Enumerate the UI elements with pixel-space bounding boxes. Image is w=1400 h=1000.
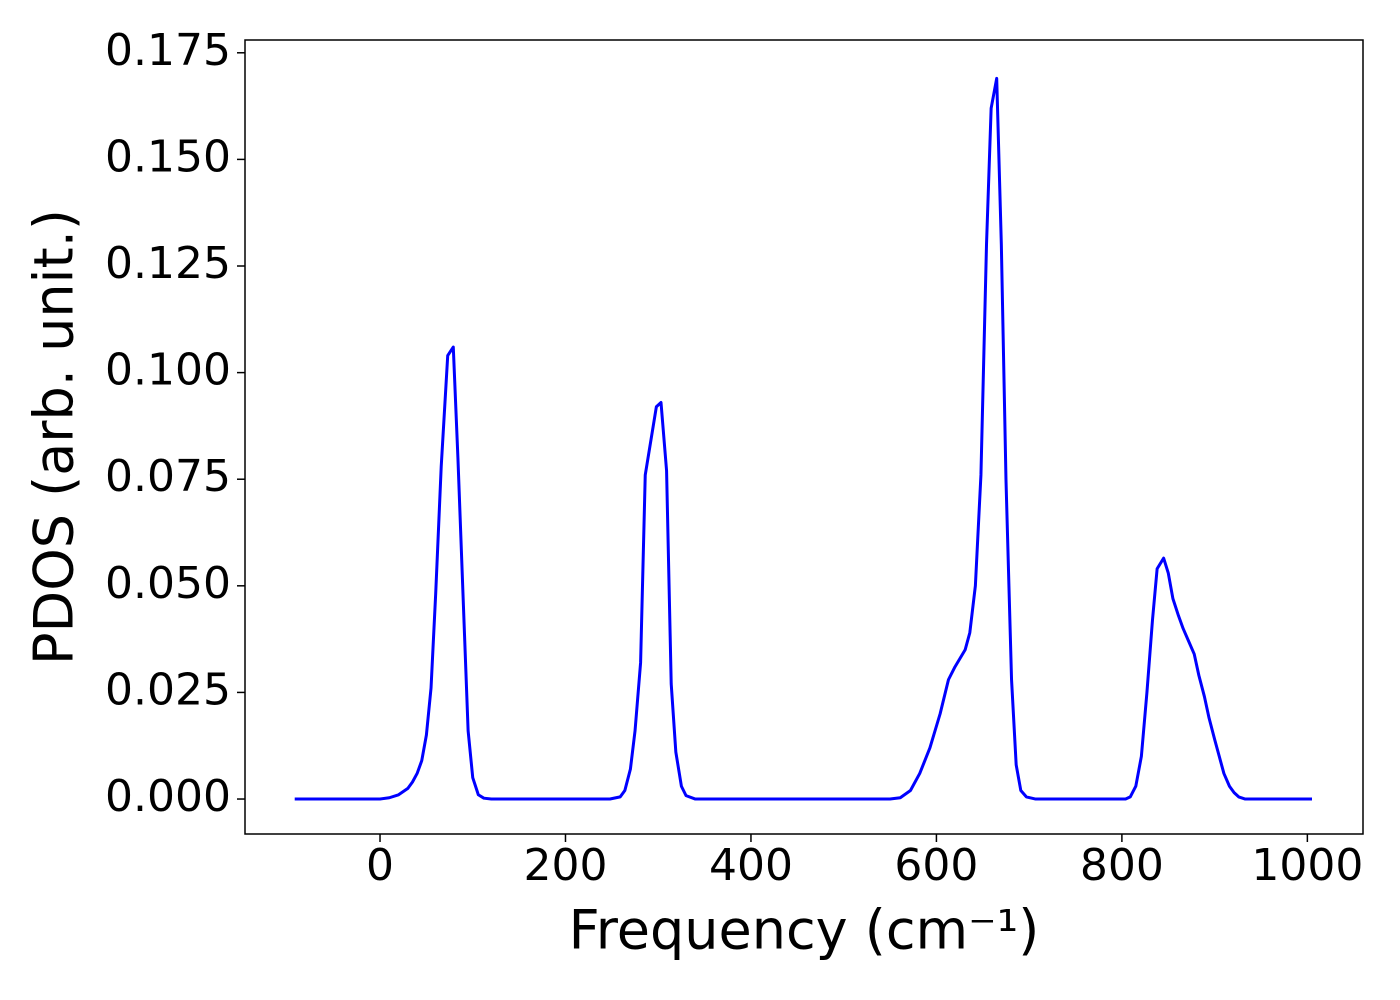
x-tick-label: 800 xyxy=(1080,840,1164,891)
y-tick-label: 0.050 xyxy=(105,558,231,609)
data-line xyxy=(294,76,1312,801)
x-axis-label: Frequency (cm⁻¹) xyxy=(569,899,1040,962)
y-tick-label: 0.175 xyxy=(105,25,231,76)
y-tick-label: 0.100 xyxy=(105,345,231,396)
plot-frame xyxy=(244,39,1364,835)
x-tick-label: 0 xyxy=(366,840,394,891)
y-tick-label: 0.000 xyxy=(105,771,231,822)
y-tick-label: 0.025 xyxy=(105,664,231,715)
y-tick-label: 0.125 xyxy=(105,238,231,289)
y-tick-label: 0.150 xyxy=(105,131,231,182)
y-tick-label: 0.075 xyxy=(105,451,231,502)
x-tick-label: 1000 xyxy=(1251,840,1363,891)
x-tick-label: 600 xyxy=(894,840,978,891)
x-tick-label: 400 xyxy=(709,840,793,891)
y-axis-label: PDOS (arb. unit.) xyxy=(23,209,86,665)
x-tick-label: 200 xyxy=(523,840,607,891)
